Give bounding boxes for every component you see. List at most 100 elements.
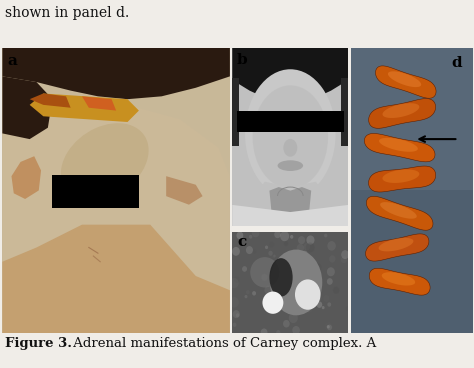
Polygon shape (30, 93, 139, 122)
Ellipse shape (315, 263, 321, 271)
Ellipse shape (292, 251, 298, 258)
Polygon shape (2, 224, 230, 333)
Ellipse shape (61, 123, 149, 201)
Text: shown in panel d.: shown in panel d. (5, 6, 129, 20)
Ellipse shape (269, 258, 292, 297)
Ellipse shape (273, 255, 276, 258)
Ellipse shape (229, 297, 239, 308)
Ellipse shape (328, 302, 331, 307)
Polygon shape (369, 166, 436, 192)
Ellipse shape (317, 301, 322, 308)
Ellipse shape (302, 305, 307, 311)
Ellipse shape (328, 241, 336, 251)
Text: b: b (237, 53, 247, 67)
Ellipse shape (304, 292, 309, 297)
Ellipse shape (261, 274, 267, 281)
Ellipse shape (261, 329, 267, 336)
Ellipse shape (301, 251, 308, 258)
Ellipse shape (289, 251, 293, 256)
Ellipse shape (322, 306, 325, 309)
Polygon shape (369, 99, 436, 128)
Ellipse shape (317, 286, 321, 290)
Ellipse shape (298, 236, 305, 244)
Ellipse shape (273, 287, 280, 294)
Ellipse shape (253, 250, 256, 254)
Text: d: d (451, 56, 462, 70)
Bar (53, 175, 139, 208)
Ellipse shape (303, 243, 310, 250)
Ellipse shape (259, 252, 266, 260)
Ellipse shape (297, 244, 304, 252)
Polygon shape (379, 138, 418, 152)
Ellipse shape (260, 304, 264, 309)
Polygon shape (255, 182, 325, 205)
Ellipse shape (306, 243, 315, 252)
Ellipse shape (325, 322, 333, 331)
Ellipse shape (246, 290, 250, 294)
Polygon shape (2, 48, 230, 99)
Ellipse shape (333, 287, 339, 294)
Polygon shape (232, 205, 348, 226)
Ellipse shape (232, 247, 240, 256)
Ellipse shape (295, 279, 320, 310)
Ellipse shape (274, 283, 277, 287)
Polygon shape (380, 202, 417, 219)
Ellipse shape (324, 234, 328, 237)
Ellipse shape (239, 282, 243, 286)
Ellipse shape (309, 261, 312, 265)
Ellipse shape (290, 235, 293, 239)
Ellipse shape (230, 278, 239, 288)
Bar (341, 78, 348, 146)
Ellipse shape (252, 291, 256, 296)
Polygon shape (379, 238, 413, 251)
Ellipse shape (304, 285, 312, 294)
Ellipse shape (323, 295, 329, 302)
Text: Adrenal manifestations of Carney complex. A: Adrenal manifestations of Carney complex… (69, 337, 376, 350)
Ellipse shape (270, 250, 322, 315)
Polygon shape (2, 76, 53, 139)
Ellipse shape (280, 231, 289, 241)
Ellipse shape (245, 69, 336, 198)
Ellipse shape (252, 229, 259, 237)
Bar (351, 190, 473, 333)
Polygon shape (366, 196, 433, 230)
Ellipse shape (272, 255, 274, 258)
Polygon shape (383, 169, 419, 183)
Ellipse shape (338, 268, 341, 272)
Ellipse shape (327, 278, 333, 285)
Ellipse shape (283, 320, 290, 328)
Ellipse shape (305, 304, 313, 312)
Ellipse shape (278, 160, 303, 171)
Ellipse shape (277, 270, 286, 280)
Ellipse shape (341, 256, 347, 263)
Polygon shape (11, 156, 41, 199)
Ellipse shape (290, 299, 295, 305)
Ellipse shape (281, 262, 284, 266)
Polygon shape (369, 268, 430, 295)
Polygon shape (375, 66, 436, 98)
Polygon shape (30, 93, 71, 108)
Ellipse shape (276, 330, 280, 335)
Ellipse shape (292, 326, 300, 335)
Ellipse shape (272, 297, 279, 305)
Ellipse shape (274, 231, 281, 238)
Polygon shape (82, 96, 116, 110)
Ellipse shape (306, 236, 315, 245)
Ellipse shape (341, 250, 349, 259)
Ellipse shape (246, 246, 253, 254)
Polygon shape (365, 234, 429, 261)
Ellipse shape (236, 313, 239, 318)
Ellipse shape (247, 258, 251, 263)
Ellipse shape (327, 325, 330, 329)
Ellipse shape (284, 241, 288, 246)
Ellipse shape (248, 231, 254, 238)
Ellipse shape (234, 276, 240, 283)
Ellipse shape (245, 295, 247, 298)
Ellipse shape (233, 310, 240, 318)
Text: a: a (7, 53, 17, 68)
Ellipse shape (289, 313, 298, 323)
Ellipse shape (264, 286, 273, 295)
Ellipse shape (327, 267, 335, 276)
Text: Figure 3.: Figure 3. (5, 337, 72, 350)
Ellipse shape (346, 306, 350, 311)
